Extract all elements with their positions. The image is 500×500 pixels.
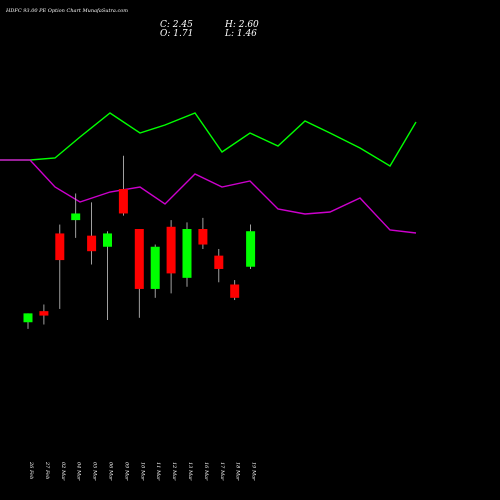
candle-body-down	[55, 233, 65, 261]
candle-body-down	[118, 189, 128, 214]
candle-body-up	[103, 233, 112, 247]
date-label: 02 Mar	[60, 462, 66, 481]
indicator-line-magenta	[0, 159, 417, 234]
date-label: 12 Mar	[171, 462, 177, 481]
candle-body-down	[87, 235, 97, 252]
candle-body-down	[166, 226, 176, 274]
candle-body-down	[198, 229, 208, 245]
candle-body-down	[214, 255, 224, 269]
candle	[166, 220, 176, 294]
candle	[103, 231, 112, 321]
candle-body-up	[71, 213, 81, 221]
candle	[71, 193, 81, 238]
chart-title: HDFC 93.00 PE Option Chart MunafaSutra.c…	[6, 8, 129, 14]
date-label: 04 Mar	[76, 462, 82, 481]
indicator-line-green	[0, 112, 417, 167]
date-label: 27 Feb	[44, 461, 50, 479]
date-label: 13 Mar	[187, 462, 193, 481]
candle	[134, 229, 144, 318]
date-label: 05 Mar	[92, 462, 98, 481]
open-value: O: 1.71	[160, 29, 194, 39]
date-label: 18 Mar	[235, 462, 241, 481]
date-label: 11 Mar	[155, 462, 161, 481]
date-label: 17 Mar	[219, 462, 225, 481]
candle	[230, 280, 240, 301]
date-axis: 26 Feb 27 Feb 02 Mar 04 Mar 05 Mar 06 Mar 09 M…	[28, 461, 257, 481]
candle-body-down	[134, 229, 144, 289]
candle-body-down	[230, 284, 240, 298]
candle-body-up	[150, 246, 160, 289]
candle	[214, 248, 224, 283]
candle	[150, 244, 160, 298]
date-label: 06 Mar	[108, 462, 114, 481]
date-label: 10 Mar	[139, 462, 145, 481]
candlesticks	[23, 155, 256, 329]
candle	[39, 304, 49, 325]
indicator-lines	[0, 112, 417, 234]
candle	[118, 155, 128, 216]
date-label: 26 Feb	[28, 461, 34, 479]
date-label: 16 Mar	[203, 462, 209, 481]
high-value: H: 2.60	[225, 20, 259, 30]
low-value: L: 1.46	[225, 29, 257, 39]
candle	[246, 224, 256, 269]
candle	[87, 202, 97, 265]
candle-body-up	[182, 229, 192, 278]
candle-body-up	[246, 231, 256, 267]
date-label: 09 Mar	[123, 462, 129, 481]
candle	[198, 217, 208, 249]
candle-body-down	[39, 311, 49, 316]
date-label: 19 Mar	[251, 462, 257, 481]
candle	[55, 224, 65, 309]
close-value: C: 2.45	[160, 20, 193, 30]
candle-body-up	[23, 313, 33, 323]
candle	[182, 222, 192, 287]
candle	[23, 313, 33, 329]
